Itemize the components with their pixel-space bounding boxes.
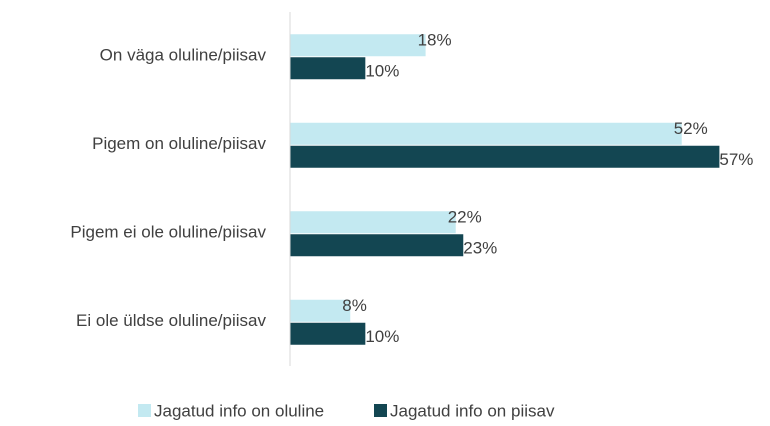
data-label: 18% [418, 31, 452, 50]
bar [290, 211, 456, 234]
data-label: 52% [674, 119, 708, 138]
category-label: On väga oluline/piisav [100, 46, 267, 65]
data-label: 10% [365, 327, 399, 346]
legend-label: Jagatud info on oluline [154, 401, 324, 420]
legend-swatch [138, 404, 151, 417]
bar [290, 234, 464, 257]
bar [290, 122, 682, 145]
data-label: 57% [719, 150, 753, 169]
category-label: Pigem ei ole oluline/piisav [70, 223, 266, 242]
bar [290, 34, 426, 57]
data-label: 8% [342, 296, 367, 315]
category-label: Pigem on oluline/piisav [92, 134, 266, 153]
bar [290, 322, 366, 345]
bar [290, 57, 366, 80]
data-label: 22% [448, 208, 482, 227]
bar [290, 299, 351, 322]
data-label: 23% [463, 239, 497, 258]
category-label: Ei ole üldse oluline/piisav [76, 311, 266, 330]
legend-label: Jagatud info on piisav [390, 401, 555, 420]
bar [290, 145, 720, 168]
data-label: 10% [365, 62, 399, 81]
legend-swatch [374, 404, 387, 417]
